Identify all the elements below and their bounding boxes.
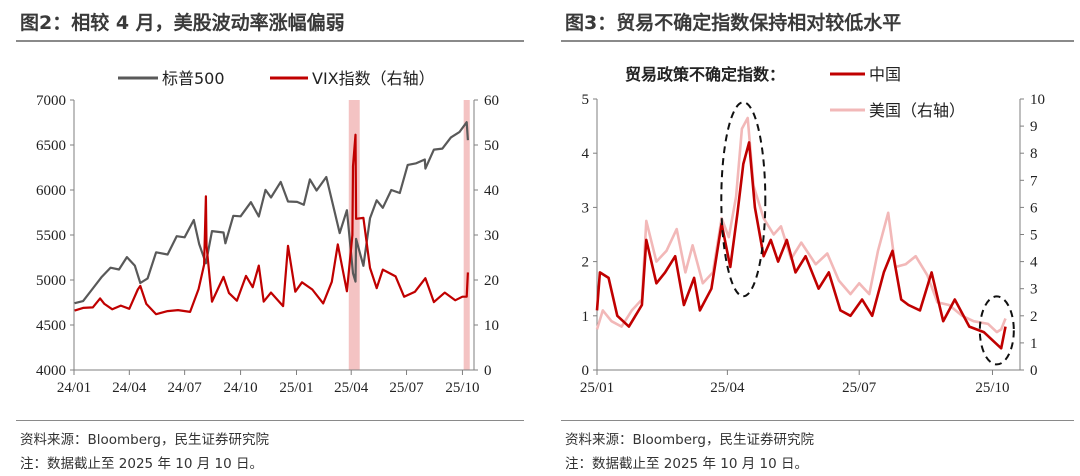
- y-right-tick-label: 3: [1030, 282, 1038, 298]
- x-tick-label: 24/07: [168, 380, 203, 396]
- y-right-tick-label: 10: [1030, 92, 1045, 108]
- y-right-tick-label: 9: [1030, 119, 1038, 135]
- legend-label-vix: VIX指数（右轴）: [312, 69, 435, 88]
- title-divider: [561, 40, 1074, 42]
- y-right-tick-label: 20: [484, 273, 499, 289]
- y-right-tick-label: 7: [1030, 173, 1038, 189]
- x-tick-label: 25/04: [334, 380, 369, 396]
- y-left-tick-label: 5000: [36, 273, 66, 289]
- figure-3-title: 图3：贸易不确定指数保持相对较低水平: [565, 12, 902, 34]
- x-tick-label: 25/04: [710, 380, 745, 396]
- source-note: 资料来源：Bloomberg，民生证券研究院: [565, 432, 814, 448]
- y-left-tick-label: 3: [582, 200, 590, 216]
- y-left-tick-label: 4000: [36, 363, 66, 379]
- y-left-tick-label: 1: [582, 309, 590, 325]
- legend-prefix: 贸易政策不确定指数：: [625, 65, 785, 84]
- date-note: 注：数据截止至 2025 年 10 月 10 日。: [20, 456, 263, 472]
- source-divider: [16, 420, 524, 421]
- series-line-1: [74, 121, 469, 305]
- x-tick-label: 24/01: [57, 380, 91, 396]
- shaded-period: [463, 100, 470, 370]
- legend-label-china: 中国: [869, 65, 901, 84]
- y-right-tick-label: 30: [484, 228, 499, 244]
- source-divider: [561, 420, 1074, 421]
- y-right-tick-label: 0: [484, 363, 492, 379]
- title-divider: [16, 40, 524, 42]
- x-tick-label: 25/01: [580, 380, 614, 396]
- y-right-tick-label: 6: [1030, 200, 1038, 216]
- x-tick-label: 24/04: [112, 380, 147, 396]
- y-left-tick-label: 6500: [36, 138, 66, 154]
- legend-label-us: 美国（右轴）: [869, 101, 965, 120]
- spx-vix-chart: 7000 6500 6000 5500 5000 4500 4000 60 50 40 30 20 10…: [36, 69, 499, 396]
- x-tick-label: 25/10: [445, 380, 479, 396]
- y-right-tick-label: 2: [1030, 309, 1038, 325]
- x-tick-label: 25/07: [842, 380, 877, 396]
- series-line-2: [74, 133, 469, 316]
- y-left-tick-label: 4: [582, 146, 590, 162]
- y-left-tick-label: 5500: [36, 228, 66, 244]
- y-left-tick-label: 0: [582, 363, 590, 379]
- y-right-tick-label: 40: [484, 183, 499, 199]
- y-right-tick-label: 60: [484, 93, 499, 109]
- y-right-tick-label: 50: [484, 138, 499, 154]
- source-note: 资料来源：Bloomberg，民生证券研究院: [20, 432, 269, 448]
- shaded-period: [348, 100, 360, 370]
- y-right-tick-label: 4: [1030, 255, 1038, 271]
- y-right-tick-label: 5: [1030, 228, 1038, 244]
- highlight-ellipse-october: [978, 295, 1015, 366]
- y-right-tick-label: 8: [1030, 146, 1038, 162]
- figure-2-title: 图2：相较 4 月，美股波动率涨幅偏弱: [20, 12, 345, 34]
- figure-3-panel: 图3：贸易不确定指数保持相对较低水平 5 4 3 2 1 0 10 9 8 7 6 5 4 3 2 1 0 25/…: [545, 0, 1080, 476]
- y-right-tick-label: 1: [1030, 336, 1038, 352]
- x-tick-label: 25/01: [279, 380, 313, 396]
- y-left-tick-label: 4500: [36, 318, 66, 334]
- x-tick-label: 25/10: [975, 380, 1009, 396]
- y-right-tick-label: 10: [484, 318, 499, 334]
- y-left-tick-label: 6000: [36, 183, 66, 199]
- y-right-tick-label: 0: [1030, 363, 1038, 379]
- date-note: 注：数据截止至 2025 年 10 月 10 日。: [565, 456, 808, 472]
- y-left-tick-label: 2: [582, 255, 590, 271]
- highlight-ellipse-april: [720, 101, 767, 298]
- x-tick-label: 24/10: [223, 380, 257, 396]
- series-line-2: [595, 116, 1007, 334]
- legend-label-spx: 标普500: [162, 69, 225, 88]
- series-line-1: [595, 141, 1007, 350]
- y-left-tick-label: 7000: [36, 93, 66, 109]
- y-left-tick-label: 5: [582, 92, 590, 108]
- x-tick-label: 25/07: [389, 380, 424, 396]
- figure-2-panel: 图2：相较 4 月，美股波动率涨幅偏弱 7000 6500 6000 5500 5000…: [0, 0, 530, 476]
